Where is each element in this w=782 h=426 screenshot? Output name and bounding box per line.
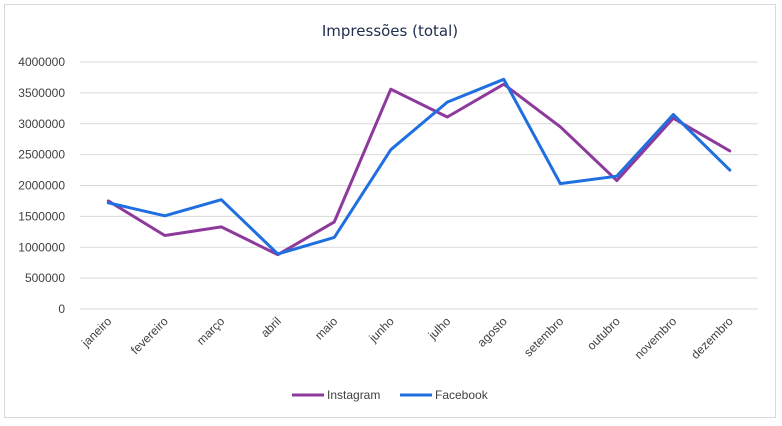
data-point [615, 175, 618, 178]
x-tick-label: junho [365, 314, 397, 346]
legend-label: Facebook [435, 388, 489, 402]
y-tick-label: 2500000 [18, 148, 65, 162]
data-point [163, 234, 166, 237]
data-point [333, 236, 336, 239]
y-axis-ticks: 0 500000 1000000 1500000 2000000 2500000 30000… [18, 55, 65, 316]
x-tick-label: novembro [632, 314, 680, 362]
chart-title: Impressões (total) [322, 22, 458, 40]
x-axis-ticks: janeiro fevereiro março abril maio junho julho… [78, 314, 736, 362]
data-point [389, 148, 392, 151]
x-tick-label: outubro [584, 314, 623, 353]
data-point [502, 78, 505, 81]
series-line-instagram [106, 82, 732, 257]
x-tick-label: março [194, 314, 228, 348]
data-point [615, 179, 618, 182]
data-point [446, 101, 449, 104]
data-point [559, 125, 562, 128]
data-point [559, 182, 562, 185]
x-tick-label: julho [425, 314, 454, 343]
y-tick-label: 0 [58, 302, 65, 316]
data-point [672, 113, 675, 116]
x-tick-label: maio [312, 314, 341, 343]
data-point [333, 220, 336, 223]
series-lines [106, 77, 732, 257]
data-point [389, 88, 392, 91]
gridlines [80, 61, 758, 310]
y-tick-label: 500000 [25, 271, 65, 285]
x-tick-label: abril [258, 314, 284, 340]
legend-label: Instagram [327, 388, 380, 402]
y-tick-label: 1500000 [18, 209, 65, 223]
chart-area [4, 4, 776, 418]
x-tick-label: dezembro [688, 314, 736, 362]
data-point [107, 201, 110, 204]
data-point [728, 149, 731, 152]
y-tick-label: 3500000 [18, 86, 65, 100]
data-point [220, 225, 223, 228]
x-tick-label: fevereiro [128, 314, 171, 357]
y-tick-label: 2000000 [18, 179, 65, 193]
y-tick-label: 1000000 [18, 240, 65, 254]
legend: Instagram Facebook [292, 388, 489, 402]
x-tick-label: janeiro [78, 314, 114, 350]
x-tick-label: agosto [474, 314, 510, 350]
data-point [446, 115, 449, 118]
data-point [728, 169, 731, 172]
data-point [276, 253, 279, 256]
y-tick-label: 3000000 [18, 117, 65, 131]
y-tick-label: 4000000 [18, 55, 65, 69]
data-point [220, 198, 223, 201]
data-point [163, 214, 166, 217]
series-line-facebook [106, 77, 732, 256]
x-tick-label: setembro [521, 314, 567, 360]
